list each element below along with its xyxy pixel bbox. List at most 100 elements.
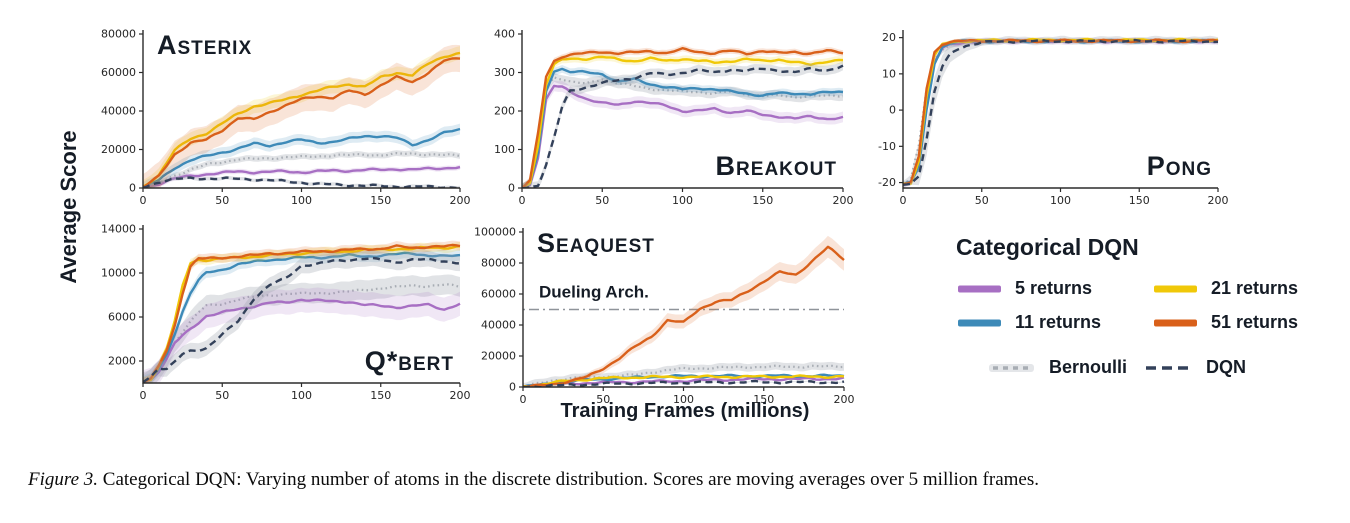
y-tick-label: 10000 (101, 267, 136, 280)
chart-breakout: BREAKOUT 0 100 200 300 400 0 50 100 150 200 (474, 22, 853, 214)
legend-item-21-returns: 21 returns (1152, 278, 1340, 299)
y-tick-label: 80000 (101, 28, 136, 41)
chart-title-asterix: ASTERIX (157, 32, 252, 59)
legend-item-5-returns: 5 returns (956, 278, 1152, 299)
title-initial: S (537, 228, 557, 258)
x-tick-label: 200 (450, 194, 471, 207)
seaquest-band-n51 (523, 235, 844, 387)
swatch-glyph (958, 285, 1001, 292)
11-returns-line-swatch (956, 317, 1004, 329)
x-tick-label: 150 (752, 194, 773, 207)
title-initial: P (1146, 151, 1166, 181)
qbert-plot-canvas: 2000 6000 10000 14000 0 50 100 150 200 (101, 223, 471, 403)
chart-title-breakout: BREAKOUT (716, 153, 837, 180)
chart-title-seaquest: SEAQUEST (537, 230, 655, 257)
asterix-series-bern (143, 152, 461, 188)
y-tick-label: 200 (494, 105, 515, 118)
title-rest: EAQUEST (556, 236, 655, 257)
title-initial: Q* (364, 346, 399, 376)
x-tick-label: 50 (595, 194, 609, 207)
y-tick-label: 20000 (101, 143, 136, 156)
x-tick-label: 150 (370, 389, 391, 402)
caption-text: Categorical DQN: Varying number of atoms… (102, 469, 1039, 490)
x-tick-label: 100 (291, 194, 312, 207)
y-tick-label: 0 (129, 182, 136, 195)
breakout-band-n51 (522, 45, 843, 188)
x-tick-label: 100 (673, 393, 694, 406)
y-tick-label: 400 (494, 28, 515, 41)
chart-qbert: Q*BERT 2000 6000 10000 14000 0 50 100 150 200 (95, 217, 470, 409)
legend-label: 21 returns (1211, 278, 1299, 298)
chart-title-pong: PONG (1147, 153, 1212, 180)
y-tick-label: 40000 (101, 105, 136, 118)
y-tick-label: 0 (508, 182, 515, 195)
x-tick-label: 0 (519, 194, 526, 207)
breakout-plot-canvas: 0 100 200 300 400 0 50 100 150 200 (494, 28, 853, 208)
y-tick-label: -10 (878, 140, 896, 153)
seaquest-series-dqn (523, 379, 845, 387)
x-tick-label: 150 (370, 194, 391, 207)
x-tick-label: 50 (215, 389, 229, 402)
seaquest-series-n5 (523, 376, 845, 387)
swatch-glyph (1146, 365, 1193, 370)
y-tick-label: 20 (882, 31, 896, 44)
breakout-band-n5 (522, 80, 843, 188)
legend: Categorical DQN 5 returns 21 returns 11 … (928, 234, 1340, 378)
seaquest-series-n51 (523, 245, 845, 387)
asterix-plot-canvas: 0 20000 40000 60000 80000 0 50 100 150 200 (101, 28, 471, 208)
legend-item-dqn: DQN (1145, 357, 1246, 378)
asterix-band-n11 (143, 123, 460, 188)
legend-item-11-returns: 11 returns (956, 312, 1152, 333)
pong-series-dqn (903, 38, 1219, 186)
legend-label: Bernoulli (1049, 357, 1128, 377)
swatch-glyph (1154, 285, 1197, 292)
pong-series-n51 (903, 38, 1219, 186)
x-tick-label: 150 (753, 393, 774, 406)
y-tick-label: 10 (882, 67, 896, 80)
y-tick-label: 300 (494, 66, 515, 79)
y-tick-label: 100 (494, 143, 515, 156)
breakout-series-bern (522, 76, 844, 188)
q*bert-series-bern (143, 283, 461, 383)
y-tick-label: 60000 (101, 66, 136, 79)
legend-label: 51 returns (1211, 312, 1299, 332)
chart-seaquest: SEAQUEST Dueling Arch. 0 20000 40000 60000 80… (475, 220, 854, 413)
x-tick-label: 200 (450, 389, 471, 402)
legend-label: DQN (1206, 357, 1247, 377)
title-rest: BERT (398, 354, 454, 375)
seaquest-plot-canvas: Dueling Arch. 0 20000 40000 60000 80000 100000… (475, 226, 854, 407)
x-tick-label: 100 (672, 194, 693, 207)
y-axis-label: Average Score (56, 130, 81, 284)
bernoulli-line-swatch (988, 362, 1036, 374)
q*bert-band-bern (143, 274, 460, 383)
chart-title-qbert: Q*BERT (365, 348, 454, 375)
y-tick-label: 60000 (481, 288, 516, 301)
chart-pong: PONG -20 -10 0 10 20 0 50 100 150 200 (855, 22, 1228, 214)
asterix-series-n5 (143, 165, 461, 188)
x-tick-label: 100 (291, 389, 312, 402)
breakout-series-n51 (522, 47, 844, 188)
legend-row-baselines: Bernoulli DQN (988, 357, 1340, 378)
y-tick-label: 0 (509, 381, 516, 394)
title-rest: ONG (1165, 159, 1212, 180)
breakout-series-n5 (522, 84, 844, 188)
title-rest: STERIX (177, 38, 253, 59)
x-axis-label: Training Frames (millions) (560, 400, 810, 422)
asterix-band-n51 (143, 44, 460, 188)
y-tick-label: -20 (878, 176, 896, 189)
y-tick-label: 20000 (481, 350, 516, 363)
reference-line-label: Dueling Arch. (539, 283, 649, 302)
x-tick-label: 0 (520, 393, 527, 406)
figure-caption: Figure 3. Categorical DQN: Varying numbe… (28, 469, 1333, 491)
legend-grid: 5 returns 21 returns 11 returns 51 retur… (956, 278, 1340, 333)
51-returns-line-swatch (1152, 317, 1200, 329)
caption-label: Figure 3. (28, 469, 99, 490)
q*bert-band-dqn (143, 250, 460, 383)
x-tick-label: 200 (1208, 194, 1229, 207)
asterix-series-n51 (143, 57, 461, 188)
x-tick-label: 150 (1129, 194, 1150, 207)
q*bert-series-n51 (143, 243, 461, 383)
asterix-band-bern (143, 150, 460, 188)
